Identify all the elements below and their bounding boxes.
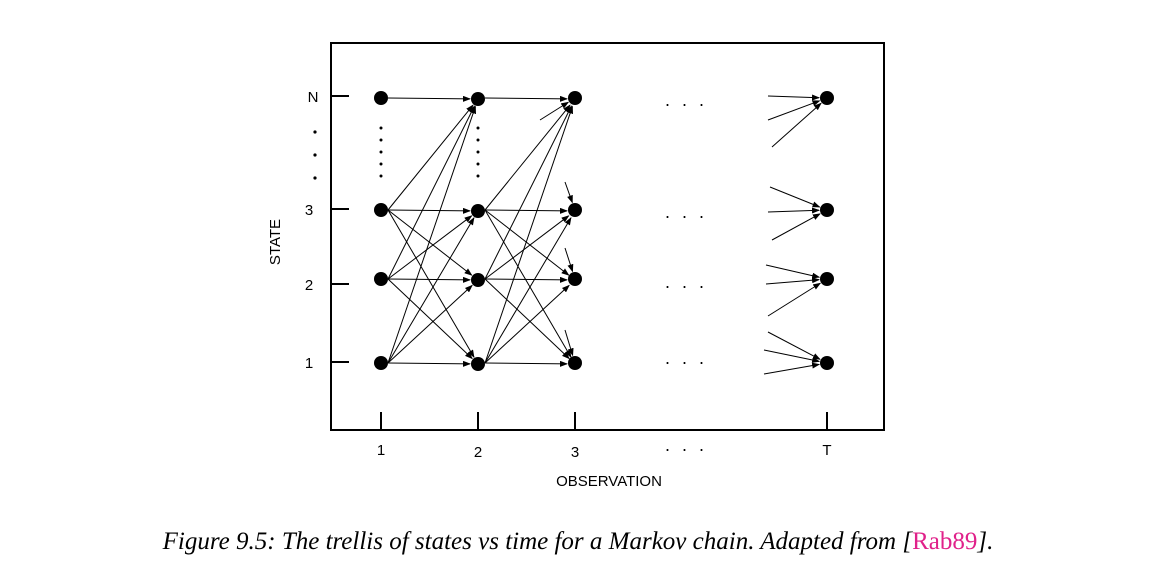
row-ellipsis-1: · · · bbox=[665, 352, 708, 372]
arrow-in-T-3-1 bbox=[767, 207, 821, 214]
arrow-in-T-n-1 bbox=[767, 100, 821, 121]
state-ticks bbox=[331, 95, 349, 363]
arrow-t1-1-to-3 bbox=[387, 217, 475, 364]
state-node-2-t2 bbox=[471, 273, 485, 287]
arrow-t1-n-to-n bbox=[387, 95, 472, 102]
arrow-t1-3-to-2 bbox=[387, 209, 473, 276]
caption-suffix: ]. bbox=[977, 528, 994, 555]
state-node-n-t3 bbox=[568, 91, 582, 105]
arrow-in-T-3-2 bbox=[771, 213, 821, 241]
stub-arrow-col3-1 bbox=[564, 247, 574, 273]
state-node-1-tT bbox=[820, 356, 834, 370]
state-node-n-tT bbox=[820, 91, 834, 105]
state-node-3-t2 bbox=[471, 204, 485, 218]
arrow-t2-3-to-3 bbox=[484, 207, 569, 214]
state-nodes bbox=[374, 91, 834, 371]
state-node-2-t1 bbox=[374, 272, 388, 286]
arrow-in-T-2-0 bbox=[765, 264, 821, 279]
arrow-in-T-n-2 bbox=[771, 102, 822, 148]
arrow-t2-2-to-n bbox=[484, 105, 572, 280]
arrow-t2-3-to-2 bbox=[484, 209, 570, 276]
figure-caption: Figure 9.5: The trellis of states vs tim… bbox=[0, 528, 1156, 556]
observation-tick-3: 3 bbox=[571, 444, 579, 461]
arrow-t2-2-to-3 bbox=[484, 215, 570, 280]
state-axis-label: STATE bbox=[267, 219, 284, 265]
arrow-t2-1-to-n bbox=[484, 105, 573, 364]
state-node-n-t2 bbox=[471, 92, 485, 106]
observation-axis-label: OBSERVATION bbox=[556, 473, 662, 490]
state-tick-1: 1 bbox=[305, 355, 313, 372]
arrow-t2-2-to-2 bbox=[484, 276, 569, 283]
arrow-t1-1-to-2 bbox=[387, 284, 473, 364]
arrow-t2-3-to-n bbox=[484, 104, 571, 211]
arrow-t2-n-to-n bbox=[484, 95, 569, 102]
arrow-in-T-3-0 bbox=[769, 186, 821, 208]
arrow-in-T-1-0 bbox=[767, 331, 821, 360]
stub-arrow-col3-3 bbox=[539, 101, 570, 121]
arrow-t2-3-to-1 bbox=[484, 209, 572, 358]
state-axis-dots bbox=[313, 130, 317, 180]
observation-tick-t: T bbox=[822, 442, 831, 459]
arrow-t1-2-to-3 bbox=[387, 215, 473, 280]
observation-tick-1: 1 bbox=[377, 442, 385, 459]
arrow-t2-1-to-2 bbox=[484, 284, 570, 364]
stub-arrow-col3-0 bbox=[564, 181, 573, 204]
caption-text: Figure 9.5: The trellis of states vs tim… bbox=[162, 528, 913, 555]
arrow-t1-2-to-1 bbox=[387, 278, 473, 360]
observation-ticks bbox=[380, 412, 828, 430]
arrow-in-T-2-1 bbox=[765, 277, 821, 285]
arrow-in-T-n-0 bbox=[767, 94, 821, 101]
state-tick-3: 3 bbox=[305, 202, 313, 219]
state-node-2-t3 bbox=[568, 272, 582, 286]
row-ellipsis-3: · · · bbox=[665, 206, 708, 226]
state-node-3-tT bbox=[820, 203, 834, 217]
plot-frame bbox=[330, 42, 885, 431]
state-tick-n: N bbox=[308, 89, 319, 106]
observation-tick-2: 2 bbox=[474, 444, 482, 461]
observation-tick-ellipsis: · · · bbox=[665, 439, 708, 459]
state-node-n-t1 bbox=[374, 91, 388, 105]
arrow-t1-1-to-1 bbox=[387, 360, 472, 367]
arrow-in-T-1-1 bbox=[763, 349, 821, 363]
arrow-in-T-2-2 bbox=[767, 282, 822, 317]
arrow-t2-2-to-1 bbox=[484, 278, 570, 360]
state-node-1-t1 bbox=[374, 356, 388, 370]
trellis-diagram: N 3 2 1 STATE 1 2 3 · · · T OBSERVATION … bbox=[267, 42, 885, 490]
arrow-t1-3-to-1 bbox=[387, 209, 475, 358]
arrow-t2-1-to-1 bbox=[484, 360, 569, 367]
row-ellipsis-n: · · · bbox=[665, 94, 708, 114]
arrow-t1-3-to-n bbox=[387, 104, 474, 211]
state-node-3-t1 bbox=[374, 203, 388, 217]
citation-link[interactable]: Rab89 bbox=[912, 528, 978, 555]
arrow-in-T-1-2 bbox=[763, 362, 821, 375]
arrow-t1-1-to-n bbox=[387, 105, 476, 364]
state-node-3-t3 bbox=[568, 203, 582, 217]
stub-arrow-col3-2 bbox=[564, 329, 574, 357]
arrow-t2-1-to-3 bbox=[484, 217, 572, 364]
state-node-1-t3 bbox=[568, 356, 582, 370]
column-dots bbox=[379, 126, 480, 178]
arrow-t1-3-to-3 bbox=[387, 207, 472, 214]
state-node-1-t2 bbox=[471, 357, 485, 371]
transition-arrows bbox=[387, 94, 822, 375]
arrow-t1-2-to-2 bbox=[387, 276, 472, 283]
row-ellipsis-2: · · · bbox=[665, 276, 708, 296]
state-node-2-tT bbox=[820, 272, 834, 286]
arrow-t1-2-to-n bbox=[387, 105, 475, 280]
state-tick-2: 2 bbox=[305, 277, 313, 294]
